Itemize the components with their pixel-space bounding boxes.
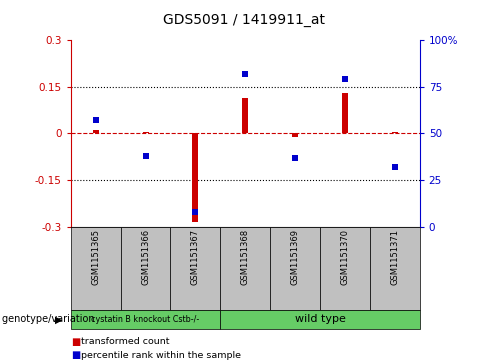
Text: percentile rank within the sample: percentile rank within the sample — [81, 351, 241, 359]
Text: cystatin B knockout Cstb-/-: cystatin B knockout Cstb-/- — [91, 315, 200, 324]
Bar — [392, 132, 398, 133]
Text: GSM1151368: GSM1151368 — [241, 229, 250, 285]
Point — [341, 76, 349, 82]
Point — [391, 164, 399, 170]
Text: GSM1151371: GSM1151371 — [390, 229, 399, 285]
Text: ▶: ▶ — [55, 314, 62, 325]
Text: GSM1151370: GSM1151370 — [341, 229, 349, 285]
Text: ■: ■ — [71, 350, 80, 360]
Bar — [292, 133, 298, 136]
Text: GSM1151367: GSM1151367 — [191, 229, 200, 285]
Point — [92, 117, 100, 123]
Point — [191, 209, 199, 215]
Text: GSM1151365: GSM1151365 — [91, 229, 100, 285]
Point — [242, 71, 249, 77]
Text: GSM1151366: GSM1151366 — [141, 229, 150, 285]
Bar — [242, 98, 248, 133]
Text: GSM1151369: GSM1151369 — [290, 229, 300, 285]
Text: GDS5091 / 1419911_at: GDS5091 / 1419911_at — [163, 13, 325, 27]
Bar — [93, 130, 99, 133]
Text: genotype/variation: genotype/variation — [2, 314, 98, 325]
Text: transformed count: transformed count — [81, 338, 169, 346]
Bar — [142, 132, 148, 133]
Text: wild type: wild type — [295, 314, 346, 325]
Bar — [342, 93, 348, 133]
Bar — [192, 133, 198, 222]
Text: ■: ■ — [71, 337, 80, 347]
Point — [142, 153, 149, 159]
Point — [291, 155, 299, 160]
